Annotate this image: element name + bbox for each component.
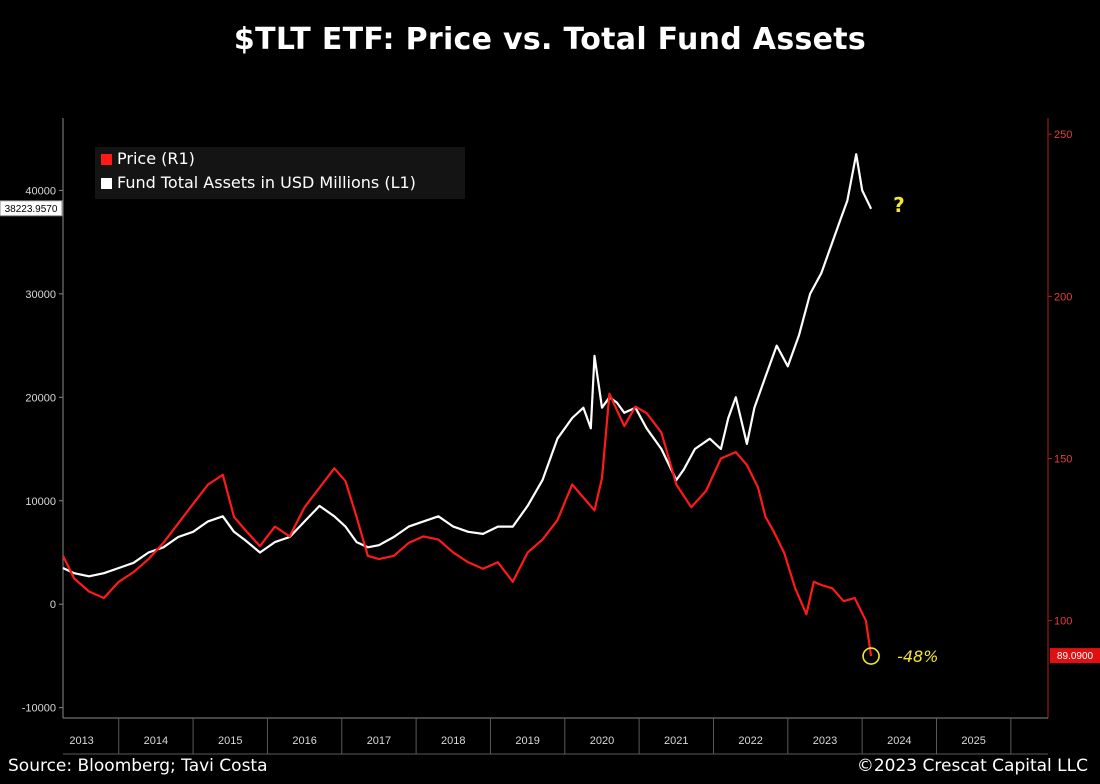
assets-current-box xyxy=(0,200,63,217)
y-right-tick-label: 200 xyxy=(1054,291,1072,303)
y-left-tick-label: 20000 xyxy=(25,392,56,404)
price-series-line xyxy=(62,392,873,657)
x-tick-label: 2024 xyxy=(887,735,911,747)
x-tick-label: 2013 xyxy=(69,735,93,747)
assets-question-annotation: ? xyxy=(893,193,905,217)
legend-label: Price (R1) xyxy=(117,149,195,168)
y-left-tick-label: 0 xyxy=(50,599,56,611)
price-current-label: 89.0900 xyxy=(1057,651,1094,662)
series-layer xyxy=(62,153,873,657)
legend: Price (R1) Fund Total Assets in USD Milli… xyxy=(95,147,465,199)
y-right-tick-label: 100 xyxy=(1054,616,1072,628)
y-right-tick-label: 150 xyxy=(1054,454,1072,466)
source-note: Source: Bloomberg; Tavi Costa xyxy=(8,756,268,776)
x-tick-label: 2019 xyxy=(515,735,539,747)
axes: 2013 2014 2015 2016 2017 2018 2019 2020 2021 2022… xyxy=(0,118,1100,755)
legend-swatch xyxy=(101,154,112,165)
x-tick-label: 2014 xyxy=(144,735,168,747)
y-left-tick-label: 40000 xyxy=(25,185,56,197)
assets-current-label: 38223.9570 xyxy=(5,204,58,215)
x-tick-label: 2021 xyxy=(664,735,688,747)
copyright-note: ©2023 Crescat Capital LLC xyxy=(856,756,1088,776)
y-right-tick-label: 250 xyxy=(1054,129,1072,141)
y-left-tick-label: -10000 xyxy=(22,703,56,715)
y-left-tick-label: 30000 xyxy=(25,289,56,301)
price-current-box xyxy=(1050,648,1100,664)
x-tick-label: 2025 xyxy=(961,735,985,747)
legend-label: Fund Total Assets in USD Millions (L1) xyxy=(117,173,416,192)
x-tick-label: 2020 xyxy=(590,735,614,747)
price-end-marker xyxy=(862,647,880,665)
x-tick-label: 2017 xyxy=(367,735,391,747)
x-tick-label: 2022 xyxy=(738,735,762,747)
x-tick-label: 2016 xyxy=(292,735,316,747)
x-tick-label: 2018 xyxy=(441,735,465,747)
y-left-tick-label: 10000 xyxy=(25,496,56,508)
legend-box xyxy=(95,147,465,199)
assets-series-line xyxy=(62,153,873,578)
legend-swatch xyxy=(101,178,112,189)
x-tick-label: 2015 xyxy=(218,735,242,747)
price-change-annotation: -48% xyxy=(897,647,938,666)
x-tick-label: 2023 xyxy=(813,735,837,747)
annotations: -48%? xyxy=(862,193,938,666)
chart-title: $TLT ETF: Price vs. Total Fund Assets xyxy=(233,22,867,57)
